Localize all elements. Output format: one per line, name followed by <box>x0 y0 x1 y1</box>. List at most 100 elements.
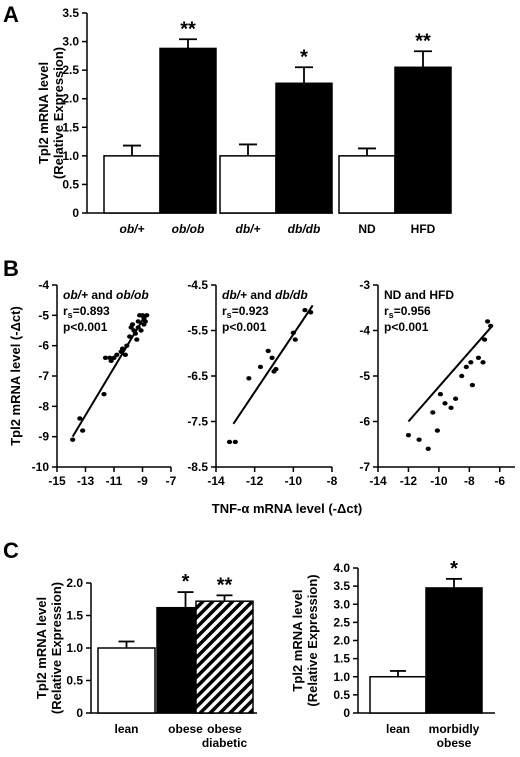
y-tick-label: 0.5 <box>333 688 350 702</box>
y-tick-label: 0 <box>72 206 79 220</box>
y-axis-label: (Relative Expression) <box>51 47 66 179</box>
y-tick-label: -5 <box>38 308 49 322</box>
data-point <box>448 405 454 411</box>
panel-b-scatter-plots: -4-5-6-7-8-9-10-15 -13 -11 -9 -7ob/+ and ob/… <box>8 278 515 516</box>
data-point <box>122 352 128 357</box>
scatter-subplot: -4 -5 -6 -7 -8 -9 -10-15 -13 -11 -9 -7 ob/+ and ob/… <box>32 278 177 488</box>
x-tick-label: -14 <box>369 474 387 488</box>
y-tick-label: -9 <box>38 430 49 444</box>
y-tick-label: 4.0 <box>333 561 350 575</box>
regression-line <box>71 314 147 438</box>
y-tick-label: 1.5 <box>66 609 83 623</box>
data-point <box>111 355 117 360</box>
x-tick-label: -12 <box>246 474 264 488</box>
spearman-rs: rs=0.893 <box>63 304 110 320</box>
category-label: ob/ob <box>172 222 205 236</box>
regression-line <box>232 304 314 425</box>
data-point <box>485 319 491 324</box>
spearman-rs: rs=0.956 <box>384 304 431 320</box>
data-point <box>468 360 474 365</box>
y-tick-label: 3.5 <box>62 6 79 20</box>
data-point <box>416 437 422 442</box>
y-tick-label: -7 <box>38 369 49 383</box>
x-tick-label: -10 <box>285 474 303 488</box>
y-tick-label: 1.0 <box>333 670 350 684</box>
data-point <box>144 313 150 318</box>
data-point <box>114 352 120 357</box>
p-value: p<0.001 <box>222 320 267 334</box>
bar <box>97 647 156 714</box>
data-point <box>463 364 469 370</box>
y-tick-label: 2.5 <box>62 63 79 77</box>
x-tick-label: -15 <box>48 474 66 488</box>
data-point <box>135 325 141 330</box>
data-point <box>129 322 136 327</box>
scatter-subplot: -4.5 -5.5 -6.5 -7.5 -8.5-14 -12 -10 -8 db/+ and … <box>187 278 337 488</box>
x-tick-label: -13 <box>77 474 95 488</box>
data-point <box>437 392 444 397</box>
y-tick-label: -10 <box>32 460 50 474</box>
x-tick-label: -7 <box>166 474 177 488</box>
category-label: HFD <box>411 222 436 236</box>
bar <box>275 82 333 214</box>
group-legend: db/+ and db/db <box>222 288 308 302</box>
significance-label: ** <box>415 30 431 52</box>
y-tick-label: -7 <box>359 460 370 474</box>
category-label: diabetic <box>202 736 248 750</box>
data-point <box>405 432 412 438</box>
y-tick-label: 2.0 <box>62 92 79 106</box>
bar <box>159 47 217 214</box>
data-point <box>134 337 140 342</box>
x-tick-label: -6 <box>494 474 505 488</box>
category-label: morbidly <box>429 722 480 736</box>
category-label: lean <box>386 722 410 736</box>
y-tick-label: 0 <box>76 706 83 720</box>
y-tick-label: -7.5 <box>187 415 208 429</box>
data-point <box>80 428 86 433</box>
bar <box>338 155 396 214</box>
panel-letter-a: A <box>3 2 19 27</box>
y-tick-label: 1.0 <box>66 641 83 655</box>
data-point <box>430 410 436 415</box>
category-label: obese <box>437 736 472 750</box>
data-point <box>481 337 488 342</box>
bar <box>394 66 452 214</box>
significance-label: ** <box>180 18 196 40</box>
significance-label: * <box>182 571 190 593</box>
bar <box>219 155 277 214</box>
y-tick-label: -8 <box>38 399 49 413</box>
data-point <box>142 319 148 324</box>
data-point <box>77 416 83 421</box>
category-label: db/+ <box>235 222 260 236</box>
bar <box>195 600 254 714</box>
significance-label: * <box>450 558 458 580</box>
category-label: ob/+ <box>119 222 144 236</box>
data-point <box>425 446 431 451</box>
p-value: p<0.001 <box>384 320 429 334</box>
category-label: ND <box>358 222 376 236</box>
data-point <box>138 328 144 333</box>
x-tick-label: -14 <box>207 474 225 488</box>
data-point <box>273 366 279 372</box>
y-axis-label: (Relative Expression) <box>49 582 64 714</box>
y-axis-label: Tpl2 mRNA level <box>36 62 51 164</box>
y-tick-label: -6.5 <box>187 369 208 383</box>
significance-label: ** <box>217 574 233 596</box>
panel-letter-c: C <box>3 538 19 563</box>
x-tick-label: -10 <box>430 474 448 488</box>
data-point <box>308 310 314 315</box>
y-tick-label: -4 <box>38 278 49 292</box>
data-point <box>442 401 448 406</box>
data-point <box>135 319 141 324</box>
data-point <box>101 392 107 397</box>
y-tick-label: 2.0 <box>333 634 350 648</box>
y-tick-label: -6 <box>38 339 49 353</box>
data-point <box>302 307 308 313</box>
data-point <box>265 348 271 354</box>
panel-a-bar-chart: 0 0.5 1.0 1.5 2.0 2.5 3.0 3.5 ob/+ ** ob/ob db/+ * db… <box>36 6 452 236</box>
y-tick-label: -3 <box>359 278 370 292</box>
data-point <box>453 396 459 401</box>
data-point <box>70 437 76 442</box>
